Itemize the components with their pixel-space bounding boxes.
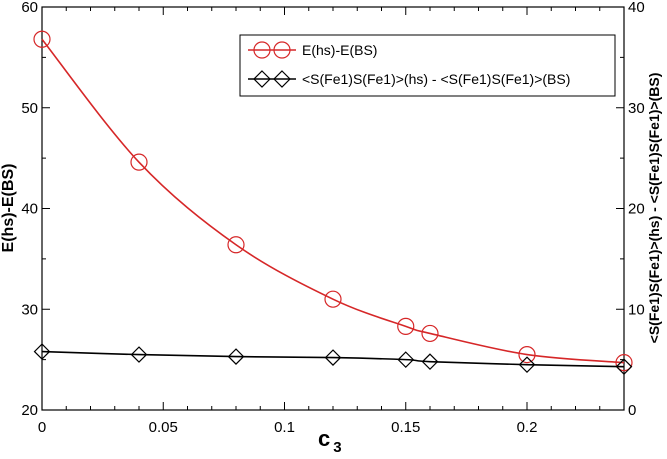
x-tick-label: 0.05 (149, 419, 178, 436)
data-point-diamond (324, 349, 342, 366)
x-tick-label: 0.1 (274, 419, 295, 436)
data-point-circle (421, 324, 439, 343)
data-point-diamond (33, 343, 51, 360)
y-right-tick-label: 0 (628, 402, 636, 419)
series-layer (33, 30, 633, 376)
y-right-tick-label: 20 (628, 201, 645, 218)
y-left-tick-label: 60 (21, 0, 38, 16)
data-point-diamond (615, 358, 633, 376)
y-left-axis-title: E(hs)-E(BS) (0, 164, 17, 253)
y-left-ticks: 20 30 40 50 60 (21, 0, 50, 419)
x-ticks: 0 0.05 0.1 0.15 0.2 (38, 7, 625, 436)
data-point-circle (33, 30, 51, 48)
legend-entry-energy: E(hs)-E(BS) (248, 41, 377, 59)
x-tick-label: 0.15 (391, 419, 420, 436)
y-right-tick-label: 10 (628, 301, 645, 318)
series-line-1 (41, 350, 625, 368)
x-tick-label: 0 (38, 419, 46, 436)
series-line-0 (41, 38, 625, 364)
data-point-circle (130, 153, 148, 171)
legend-marker-spin-1 (253, 70, 271, 88)
y-left-tick-label: 40 (21, 201, 38, 218)
data-point-diamond (397, 351, 415, 368)
legend-label-energy: E(hs)-E(BS) (302, 42, 377, 58)
y-right-axis-title: <S(Fe1)S(Fe1)>(hs) - <S(Fe1)S(Fe1)>(BS) (646, 73, 662, 344)
legend-box (239, 34, 616, 97)
legend: E(hs)-E(BS) <S(Fe1)S(Fe1)>(hs) - <S(Fe1)… (239, 34, 616, 97)
y-right-ticks: 0 10 20 30 40 (616, 0, 645, 419)
legend-label-spin: <S(Fe1)S(Fe1)>(hs) - <S(Fe1)S(Fe1)>(BS) (302, 71, 570, 87)
y-right-tick-label: 40 (628, 0, 645, 16)
legend-marker-energy-2 (273, 41, 291, 59)
data-point-diamond (227, 348, 245, 365)
x-axis-title-subscript: 3 (333, 439, 341, 456)
x-tick-label: 0.2 (517, 419, 538, 436)
legend-marker-energy-1 (253, 41, 271, 59)
data-point-circle (518, 345, 536, 364)
y-left-tick-label: 30 (21, 301, 38, 318)
data-point-circle (615, 354, 633, 372)
data-point-diamond (130, 346, 148, 363)
legend-entry-spin: <S(Fe1)S(Fe1)>(hs) - <S(Fe1)S(Fe1)>(BS) (248, 70, 570, 88)
data-point-diamond (421, 353, 439, 370)
legend-marker-spin-2 (273, 70, 291, 88)
y-left-tick-label: 20 (21, 402, 38, 419)
y-right-tick-label: 30 (628, 100, 645, 117)
y-left-tick-label: 50 (21, 100, 38, 117)
data-point-circle (324, 290, 342, 308)
data-point-circle (227, 236, 245, 254)
data-point-circle (397, 317, 415, 335)
data-point-diamond (518, 356, 536, 374)
